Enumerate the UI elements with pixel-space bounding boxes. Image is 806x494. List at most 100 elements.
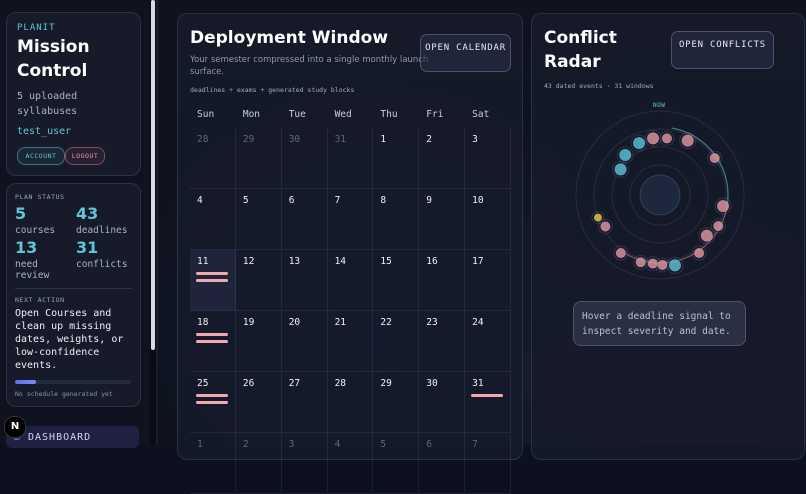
calendar-day-number: 2 [426, 134, 433, 145]
calendar-day[interactable]: 19 [235, 311, 282, 372]
calendar-day[interactable]: 28 [327, 372, 374, 433]
calendar-day[interactable]: 29 [373, 372, 420, 433]
calendar-day[interactable]: 4 [190, 189, 236, 250]
calendar-day[interactable]: 9 [419, 189, 466, 250]
radar-signal[interactable] [614, 163, 627, 176]
radar-signal-halo [630, 134, 648, 152]
event-bar[interactable] [471, 394, 504, 397]
scrollbar-thumb[interactable] [151, 0, 155, 350]
weekday-header: Thu [380, 109, 398, 120]
radar-signal[interactable] [619, 149, 632, 162]
calendar-day[interactable]: 28 [190, 128, 236, 189]
account-button[interactable]: ACCOUNT [17, 147, 65, 165]
calendar-day[interactable]: 11 [190, 250, 236, 311]
next-action-label: NEXT ACTION [15, 296, 65, 304]
radar-signal[interactable] [694, 248, 705, 259]
radar-signal[interactable] [647, 258, 658, 269]
calendar-day[interactable]: 4 [327, 433, 374, 494]
stat-courses-value: 5 [15, 204, 27, 223]
open-calendar-button[interactable]: OPEN CALENDAR [420, 34, 511, 72]
calendar-day[interactable]: 6 [419, 433, 466, 494]
calendar-day[interactable]: 3 [465, 128, 511, 189]
deployment-window-panel: Deployment Window Your semester compress… [177, 13, 523, 494]
calendar-day[interactable]: 3 [281, 433, 328, 494]
radar-core [639, 174, 681, 216]
radar-signal[interactable] [668, 259, 681, 272]
logout-button[interactable]: LOGOUT [65, 147, 105, 165]
calendar-day[interactable]: 15 [373, 250, 420, 311]
event-bar[interactable] [196, 272, 228, 275]
radar-signal[interactable] [600, 221, 611, 232]
calendar-day[interactable]: 6 [281, 189, 328, 250]
calendar-day[interactable]: 5 [235, 189, 282, 250]
next-badge[interactable]: N [4, 416, 26, 438]
calendar-day[interactable]: 5 [373, 433, 420, 494]
radar-signal-halo [644, 129, 662, 147]
weekday-header: Sun [197, 109, 215, 120]
radar-signal-halo [679, 132, 697, 150]
calendar-day[interactable]: 30 [419, 372, 466, 433]
calendar-day[interactable]: 21 [327, 311, 374, 372]
calendar-day[interactable]: 12 [235, 250, 282, 311]
event-bar[interactable] [196, 401, 228, 404]
stat-deadlines-value: 43 [76, 204, 99, 223]
radar-signal[interactable] [661, 133, 672, 144]
calendar-day[interactable]: 22 [373, 311, 420, 372]
calendar-day[interactable]: 2 [419, 128, 466, 189]
no-schedule-text: No schedule generated yet [15, 390, 113, 398]
calendar-day[interactable]: 27 [281, 372, 328, 433]
event-bar[interactable] [196, 279, 228, 282]
calendar-day[interactable]: 1 [373, 128, 420, 189]
open-conflicts-button[interactable]: OPEN CONFLICTS [671, 31, 774, 69]
calendar-day[interactable]: 26 [235, 372, 282, 433]
calendar-day-number: 6 [288, 195, 295, 206]
radar-signal-halo [645, 256, 661, 272]
radar-signal[interactable] [635, 257, 646, 268]
radar-signal[interactable] [713, 220, 724, 231]
calendar-day[interactable]: 7 [327, 189, 374, 250]
calendar-day[interactable]: 17 [465, 250, 511, 311]
calendar-day[interactable]: 1 [190, 433, 236, 494]
radar-signal[interactable] [700, 229, 713, 242]
calendar-day[interactable]: 18 [190, 311, 236, 372]
calendar-day-number: 30 [426, 378, 438, 389]
radar-signal[interactable] [647, 132, 660, 145]
event-bar[interactable] [196, 333, 228, 336]
calendar-day[interactable]: 7 [465, 433, 511, 494]
radar-signal[interactable] [615, 248, 626, 259]
radar-chart [575, 110, 745, 280]
calendar-day[interactable]: 20 [281, 311, 328, 372]
radar-signal[interactable] [593, 213, 602, 222]
calendar-day[interactable]: 31 [327, 128, 374, 189]
calendar-day-number: 28 [197, 134, 209, 145]
sidebar-item-label: DASHBOARD [28, 432, 92, 443]
radar-signal[interactable] [633, 137, 646, 150]
radar-signal[interactable] [657, 259, 668, 270]
calendar-day[interactable]: 14 [327, 250, 374, 311]
calendar-day-number: 4 [197, 195, 203, 206]
calendar-day[interactable]: 13 [281, 250, 328, 311]
calendar-day[interactable]: 10 [465, 189, 511, 250]
stat-review-value: 13 [15, 238, 38, 257]
radar-signal[interactable] [681, 134, 694, 147]
radar-signal[interactable] [709, 153, 720, 164]
radar-signal[interactable] [717, 200, 730, 213]
calendar-day[interactable]: 16 [419, 250, 466, 311]
event-bar[interactable] [196, 340, 228, 343]
calendar-day[interactable]: 2 [235, 433, 282, 494]
calendar-day[interactable]: 8 [373, 189, 420, 250]
calendar-day[interactable]: 23 [419, 311, 466, 372]
event-bar[interactable] [196, 394, 228, 397]
calendar-day[interactable]: 25 [190, 372, 236, 433]
weekday-header: Fri [426, 109, 444, 120]
calendar-day[interactable]: 24 [465, 311, 511, 372]
conflict-radar-panel: Conflict Radar OPEN CONFLICTS 43 dated e… [531, 13, 805, 460]
calendar-day[interactable]: 29 [235, 128, 282, 189]
sidebar-scrollbar[interactable] [150, 0, 156, 445]
calendar-day[interactable]: 30 [281, 128, 328, 189]
calendar-day-number: 25 [197, 378, 209, 389]
calendar-day-number: 9 [426, 195, 433, 206]
radar-signal-halo [613, 245, 629, 261]
calendar-day-number: 1 [380, 134, 387, 145]
calendar-day[interactable]: 31 [465, 372, 511, 433]
